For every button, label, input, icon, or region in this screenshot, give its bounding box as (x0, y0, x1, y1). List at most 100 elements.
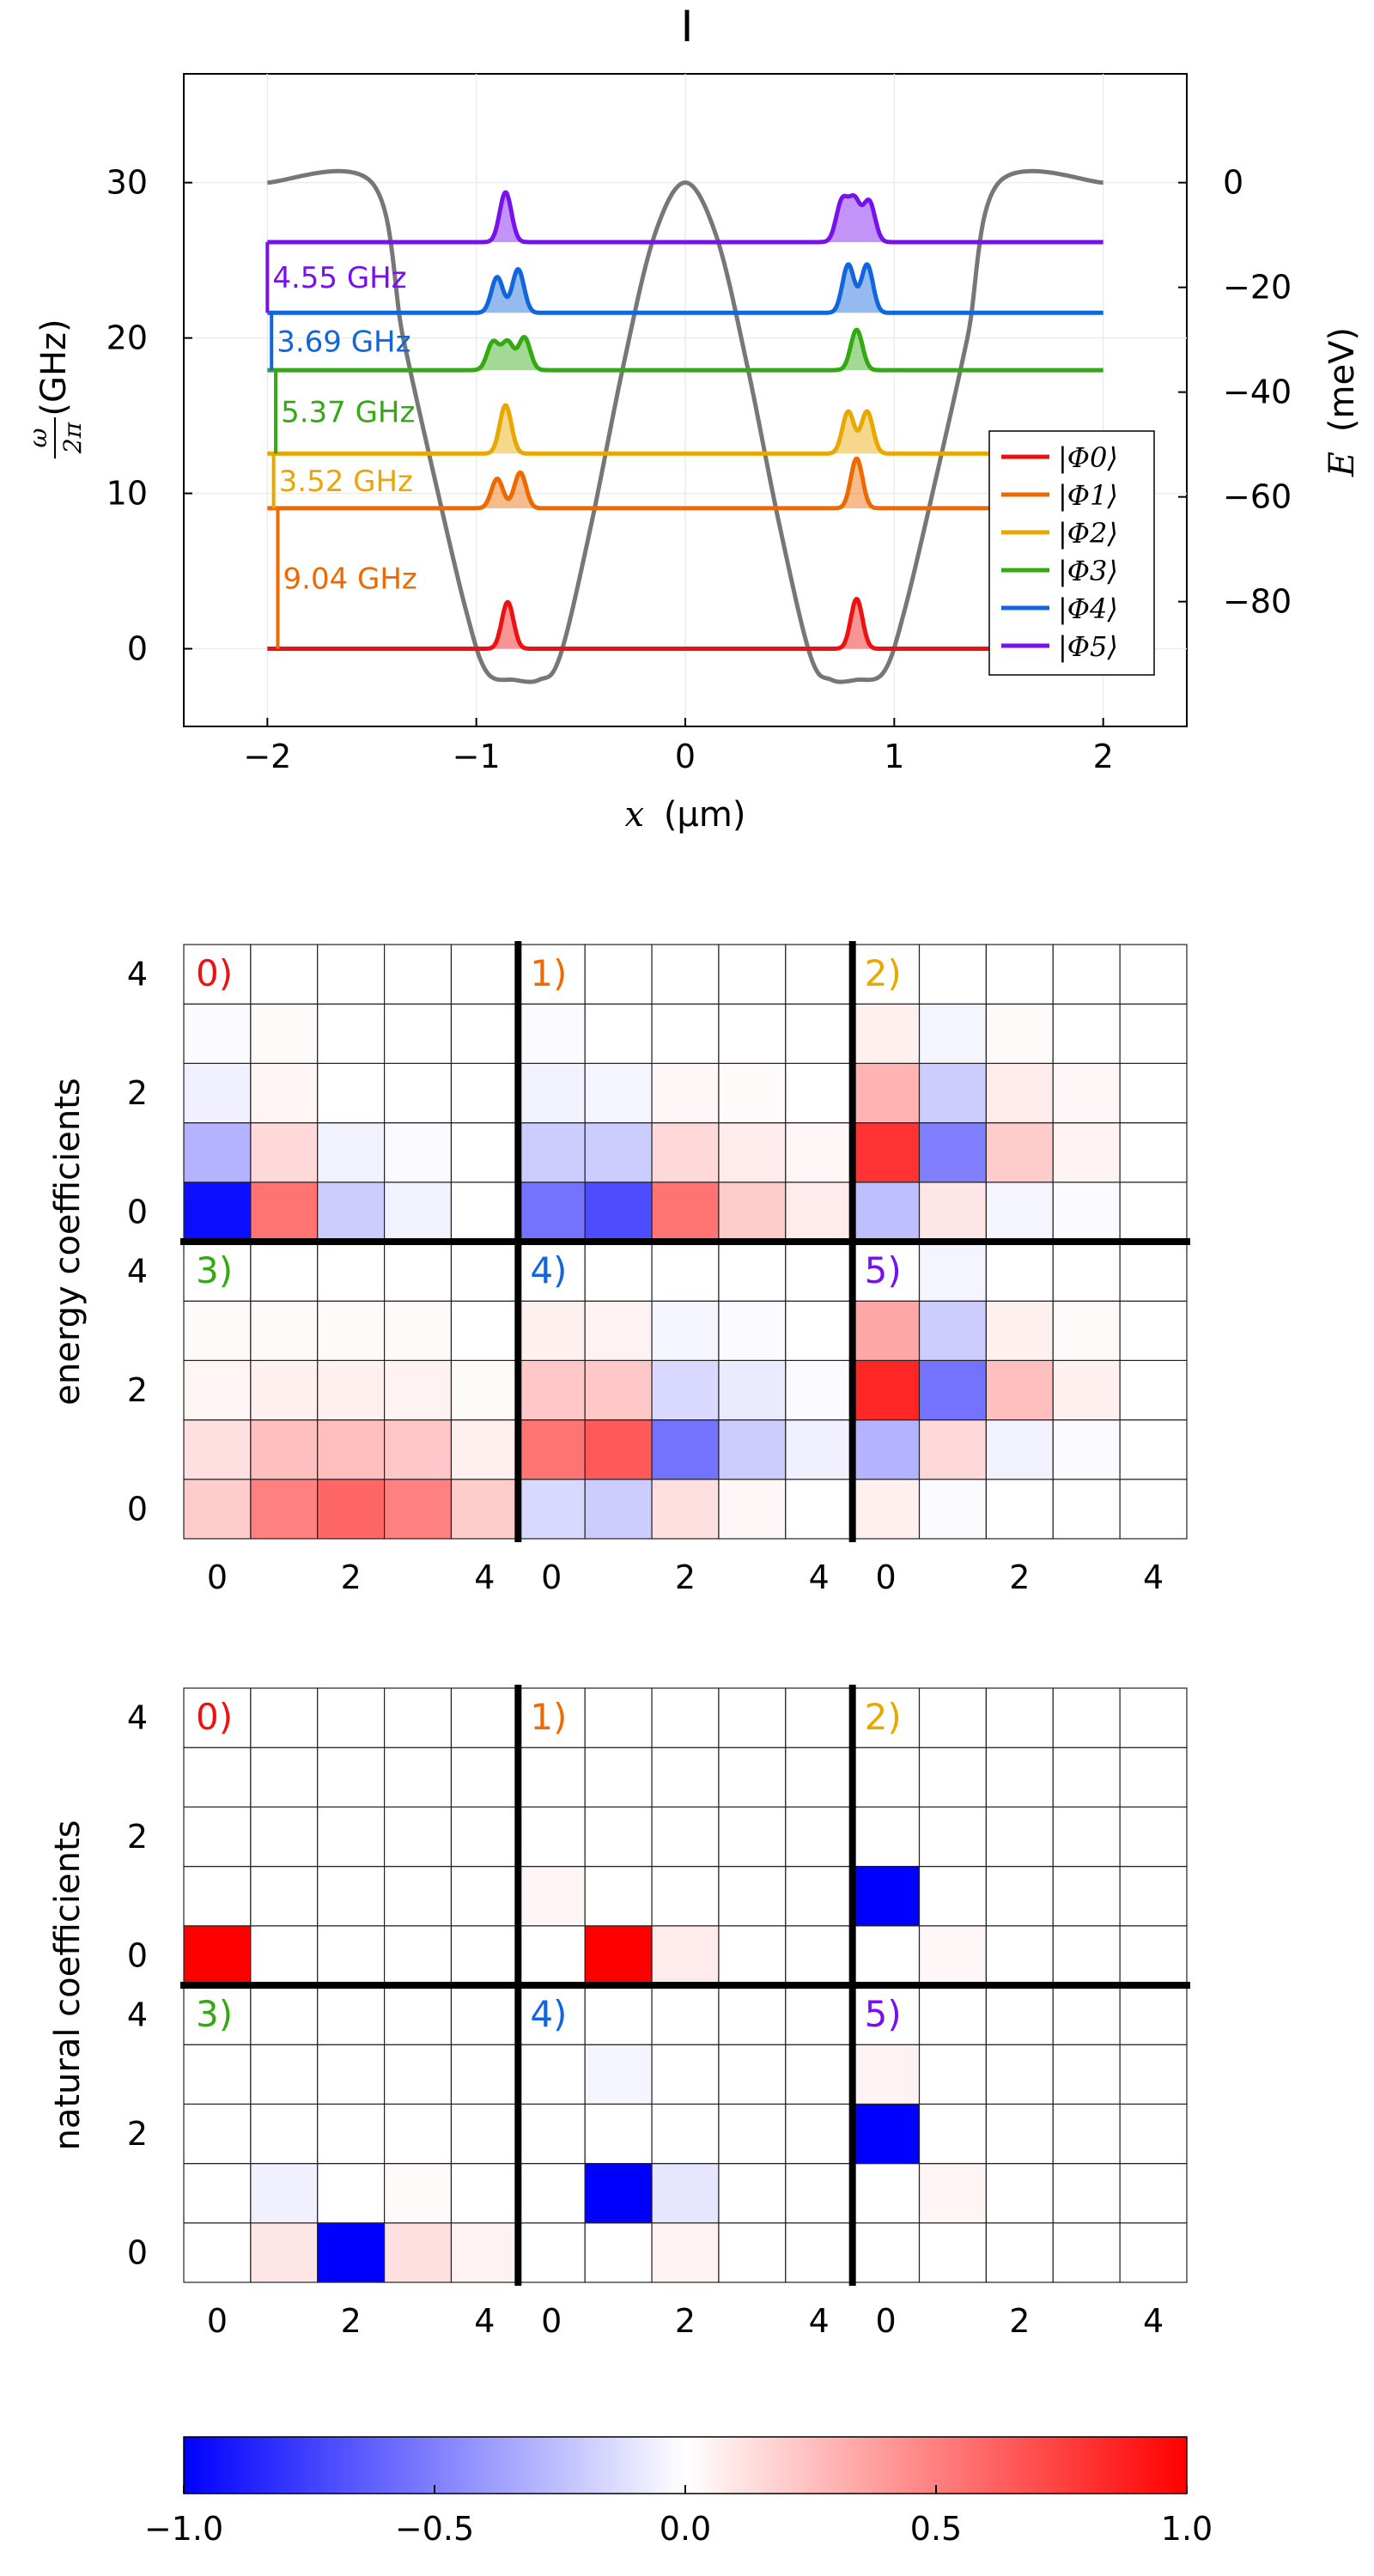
panel-4: 4) (517, 1984, 854, 2283)
cell (985, 1062, 1054, 1124)
y-tick-label: 0 (127, 2233, 148, 2271)
cell (317, 1121, 386, 1183)
cell (852, 1925, 921, 1986)
cell (985, 1925, 1054, 1986)
cell (384, 2103, 453, 2165)
cell (1052, 2222, 1121, 2283)
cell (450, 1747, 519, 1807)
y-axis-fraction-denominator: 2π (58, 422, 87, 454)
cell (718, 1984, 787, 2045)
cell (517, 1003, 586, 1064)
cell (584, 1241, 653, 1302)
cell (918, 1003, 987, 1064)
cell (250, 1687, 319, 1748)
cell (1119, 2103, 1188, 2165)
cell (250, 1300, 319, 1361)
cell (384, 1479, 453, 1540)
cell (250, 1806, 319, 1868)
cell (517, 1806, 586, 1868)
x-tick-label: 2 (675, 2302, 696, 2340)
cell (384, 1300, 453, 1361)
panel-label: 3) (196, 1249, 233, 1291)
cell (1052, 1925, 1121, 1986)
cell (985, 1866, 1054, 1927)
cell (517, 2044, 586, 2105)
cell (718, 944, 787, 1005)
cell (384, 1419, 453, 1480)
series-line (267, 597, 1103, 651)
cell (718, 2163, 787, 2224)
cell (250, 1241, 319, 1302)
cell (985, 1419, 1054, 1480)
cell (1119, 2163, 1188, 2224)
cell (651, 1062, 720, 1124)
cell (183, 1359, 252, 1421)
panel-label: 4) (530, 1249, 567, 1291)
cell (183, 1806, 252, 1868)
series-line (267, 327, 1103, 373)
cell (450, 944, 519, 1005)
panel-label: 2) (865, 1696, 902, 1738)
cell (250, 1003, 319, 1064)
cell (317, 2222, 386, 2283)
cell (384, 1866, 453, 1927)
legend: |Φ0⟩ |Φ1⟩ |Φ2⟩ |Φ3⟩ |Φ4⟩ |Φ5⟩ (988, 430, 1155, 676)
energy-coefficients-label: energy coefficients (48, 1078, 88, 1405)
cell (785, 1984, 854, 2045)
cell (651, 1479, 720, 1540)
cell (450, 1003, 519, 1064)
cell (584, 1003, 653, 1064)
cell (651, 2044, 720, 2105)
cell (517, 1925, 586, 1986)
y-tick-label-right: −40 (1223, 374, 1292, 411)
y-axis-label-left: ω 2π (GHz) (24, 319, 87, 459)
cell (985, 1747, 1054, 1807)
y-axis-right-unit: (meV) (1322, 327, 1362, 432)
cell (317, 2044, 386, 2105)
cell (852, 1479, 921, 1540)
cell (718, 1003, 787, 1064)
series-0 (267, 597, 1103, 651)
cell (317, 2103, 386, 2165)
cell (384, 2222, 453, 2283)
cell (1119, 1359, 1188, 1421)
cell (785, 2103, 854, 2165)
x-tick-label: 2 (341, 2302, 362, 2340)
y-tick-label-right: 0 (1223, 164, 1243, 202)
x-tick-label: 4 (1143, 2302, 1164, 2340)
series-line (267, 403, 1103, 456)
cell (985, 944, 1054, 1005)
cell (918, 1984, 987, 2045)
cell (517, 1419, 586, 1480)
cell (985, 1121, 1054, 1183)
cell (718, 1241, 787, 1302)
cell (1119, 1984, 1188, 2045)
legend-label: |Φ5⟩ (1058, 630, 1118, 663)
cell (985, 1359, 1054, 1421)
cell (584, 1479, 653, 1540)
cell (1052, 2163, 1121, 2224)
cell (1052, 1806, 1121, 1868)
y-axis-label-right: E (meV) (1322, 327, 1362, 477)
cell (852, 2222, 921, 2283)
cell (317, 1925, 386, 1986)
gap-label: 3.69 GHz (277, 325, 410, 360)
cell (450, 2044, 519, 2105)
cell (718, 2222, 787, 2283)
cell (852, 1866, 921, 1927)
cell (785, 1747, 854, 1807)
panel-3: 3) (183, 1241, 519, 1540)
cell (651, 1182, 720, 1242)
energy-gap-annotations: 9.04 GHz 3.52 GHz 5.37 GHz 3.69 GHz 4.55 GHz (265, 241, 417, 649)
cell (852, 1182, 921, 1242)
x-axis-label: x (μm) (625, 795, 746, 835)
cell (1119, 1300, 1188, 1361)
cell (985, 1003, 1054, 1064)
cell (918, 1806, 987, 1868)
panel-5: 5) (852, 1984, 1188, 2283)
cell (317, 1984, 386, 2045)
state-series (267, 190, 1103, 651)
cell (785, 2163, 854, 2224)
cell (718, 1419, 787, 1480)
cell (718, 1300, 787, 1361)
